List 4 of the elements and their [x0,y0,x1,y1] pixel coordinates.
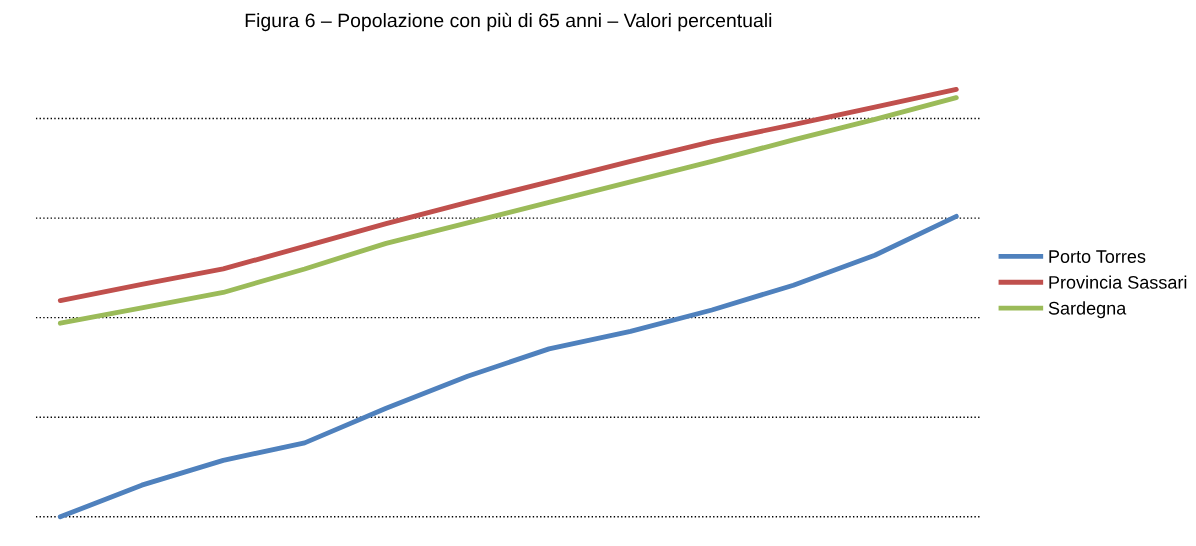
legend-label: Sardegna [1048,301,1127,319]
legend-label: Provincia Sassari [1049,275,1187,289]
chart-title: Figura 6 – Popolazione con più di 65 anni – Valori percentuali [245,12,772,32]
legend-label: Porto Torres [1049,250,1146,263]
